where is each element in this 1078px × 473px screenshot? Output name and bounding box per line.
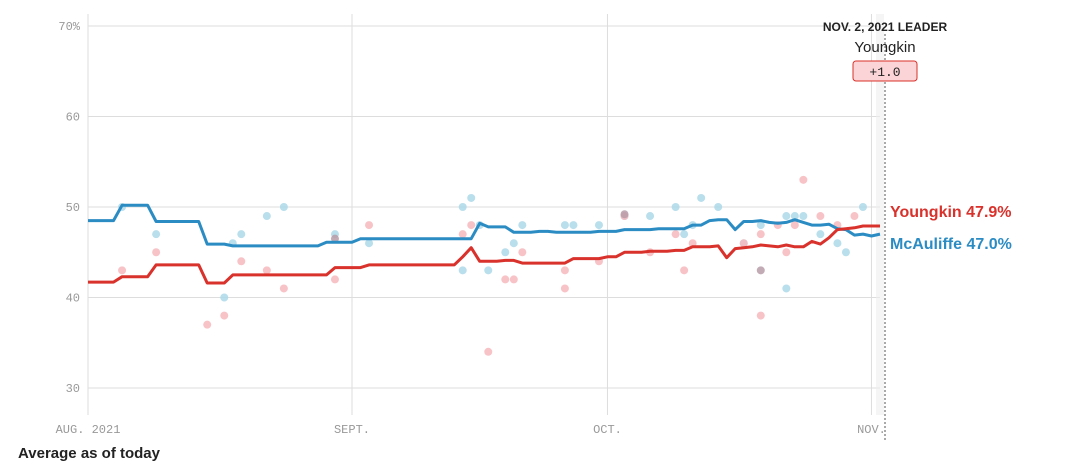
grid-lines <box>87 14 884 415</box>
poll-dot-mcauliffe <box>560 221 569 230</box>
poll-dot-mcauliffe <box>833 239 842 248</box>
poll-dot-tie <box>756 266 765 275</box>
x-tick-label: NOV. <box>857 423 886 437</box>
poll-dot-mcauliffe <box>841 248 850 257</box>
poll-dot-mcauliffe <box>279 203 288 211</box>
poll-dot-mcauliffe <box>671 203 680 211</box>
poll-dot-youngkin <box>816 212 825 221</box>
poll-dot-youngkin <box>671 230 680 239</box>
poll-dot-mcauliffe <box>501 248 510 257</box>
poll-dot-mcauliffe <box>518 221 527 230</box>
y-tick-label: 70% <box>58 20 80 34</box>
y-tick-label: 30 <box>66 382 80 396</box>
poll-dot-youngkin <box>118 266 127 275</box>
poll-dot-youngkin <box>458 230 467 239</box>
poll-dot-youngkin <box>220 311 229 320</box>
x-tick-label: SEPT. <box>334 423 370 437</box>
average-line-youngkin <box>88 224 880 285</box>
poll-dot-youngkin <box>756 230 765 239</box>
average-lines <box>88 203 881 285</box>
poll-dot-mcauliffe <box>697 193 706 202</box>
today-band <box>876 14 884 415</box>
poll-dot-mcauliffe <box>152 230 161 239</box>
poll-dot-mcauliffe <box>467 193 476 202</box>
poll-dot-mcauliffe <box>782 284 791 293</box>
poll-dot-mcauliffe <box>680 230 689 239</box>
poll-dot-youngkin <box>850 212 859 221</box>
poll-dot-youngkin <box>152 248 161 257</box>
poll-dot-youngkin <box>518 248 527 257</box>
poll-dot-youngkin <box>484 347 493 356</box>
x-tick-label: OCT. <box>593 423 622 437</box>
poll-dot-mcauliffe <box>569 221 578 230</box>
end-label-mcauliffe: McAuliffe 47.0% <box>890 236 1012 253</box>
poll-dot-youngkin <box>799 175 808 184</box>
y-tick-label: 60 <box>66 111 80 125</box>
poll-dots <box>118 175 867 356</box>
poll-dot-mcauliffe <box>790 212 799 221</box>
poll-dot-youngkin <box>279 284 288 293</box>
poll-dot-youngkin <box>237 257 246 266</box>
poll-dot-mcauliffe <box>220 293 229 302</box>
poll-dot-youngkin <box>330 275 339 284</box>
poll-dot-youngkin <box>203 320 212 329</box>
footer-caption: Average as of today <box>18 445 160 462</box>
poll-dot-youngkin <box>782 248 791 257</box>
poll-dot-youngkin <box>688 239 697 248</box>
poll-dot-youngkin <box>560 266 569 275</box>
end-label-youngkin: Youngkin 47.9% <box>890 204 1012 221</box>
leader-date-label: NOV. 2, 2021 LEADER <box>823 20 948 34</box>
poll-dot-youngkin <box>365 221 374 230</box>
leader-callout: NOV. 2, 2021 LEADER Youngkin +1.0 <box>823 20 948 440</box>
poll-dot-mcauliffe <box>484 266 493 275</box>
poll-dot-mcauliffe <box>509 239 518 248</box>
poll-dot-mcauliffe <box>646 212 655 221</box>
poll-dot-mcauliffe <box>756 221 765 230</box>
x-tick-label: AUG. 2021 <box>56 423 121 437</box>
poll-dot-youngkin <box>790 221 799 230</box>
y-tick-label: 50 <box>66 201 80 215</box>
poll-dot-tie <box>330 234 339 243</box>
leader-margin-label: +1.0 <box>869 65 900 80</box>
poll-dot-youngkin <box>680 266 689 275</box>
y-tick-label: 40 <box>66 292 80 306</box>
poll-dot-mcauliffe <box>858 203 867 211</box>
poll-dot-tie <box>620 210 629 219</box>
leader-name-label: Youngkin <box>854 39 915 56</box>
poll-dot-youngkin <box>509 275 518 284</box>
poll-dot-youngkin <box>756 311 765 320</box>
axis-labels: 30 40 50 60 70% AUG. 2021 SEPT. OCT. NOV. McAulif… <box>56 20 1012 437</box>
leader-margin-badge <box>852 60 918 82</box>
poll-dot-youngkin <box>467 221 476 230</box>
poll-dot-youngkin <box>739 239 748 248</box>
poll-dot-youngkin <box>262 266 271 275</box>
poll-dot-youngkin <box>501 275 510 284</box>
poll-dot-mcauliffe <box>365 239 374 248</box>
poll-dot-mcauliffe <box>782 212 791 221</box>
poll-dot-youngkin <box>560 284 569 293</box>
poll-dot-mcauliffe <box>714 203 723 211</box>
poll-dot-mcauliffe <box>237 230 246 239</box>
average-line-mcauliffe <box>88 203 881 248</box>
poll-dot-mcauliffe <box>458 266 467 275</box>
poll-dot-mcauliffe <box>816 230 825 239</box>
poll-dot-mcauliffe <box>458 203 467 211</box>
poll-dot-mcauliffe <box>262 212 271 221</box>
poll-dot-mcauliffe <box>799 212 808 221</box>
poll-dot-mcauliffe <box>594 221 603 230</box>
